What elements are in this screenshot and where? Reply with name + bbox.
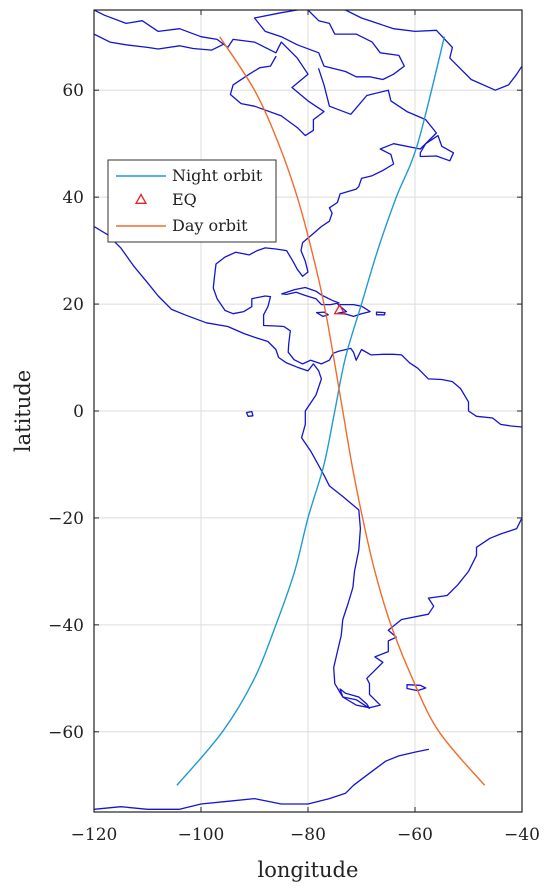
y-tick-label: −40 [48,616,84,636]
night-orbit-line [176,36,446,786]
y-axis-label: latitude [11,370,35,452]
legend-label-eq: EQ [172,190,197,209]
legend: Night orbit EQ Day orbit [107,159,277,243]
coastline-segment [212,68,522,428]
x-tick-label: −60 [397,825,433,845]
coastline-segment [94,748,430,810]
coastline-segment [337,303,371,318]
coastline-segment [245,410,254,417]
coastline-segment [315,311,329,318]
coastline-segment [344,10,522,91]
coastline-segment [253,10,405,81]
eq-marker [333,303,346,315]
coastline-segment [94,33,224,51]
coastline-segment [94,225,522,709]
orbit-layer [176,36,486,786]
day-orbit-line [219,36,486,786]
x-axis-label: longitude [258,858,359,882]
coastline-segment [281,286,340,306]
grid-layer [93,10,523,812]
y-tick-label: 40 [62,188,84,208]
x-tick-label: −80 [290,825,326,845]
legend-label-day-orbit: Day orbit [172,216,248,235]
y-tick-label: −20 [48,509,84,529]
legend-label-night-orbit: Night orbit [172,166,263,185]
tick-layer: −120 −100 −80 −60 −40 −60 −40 −20 0 20 40 60 [48,10,540,845]
legend-swatch-eq [134,193,148,204]
coastline-segment [406,684,427,692]
y-tick-label: 20 [62,295,84,315]
coastline-segment [94,10,325,137]
y-tick-label: −60 [48,723,84,743]
coastline-segment [375,311,386,316]
legend-box [107,159,277,243]
coastline-segment [339,688,371,709]
y-tick-label: 60 [62,81,84,101]
y-tick-label: 0 [73,402,84,422]
x-tick-label: −120 [71,825,118,845]
x-tick-label: −100 [178,825,225,845]
coastline-segment [419,134,455,162]
coastline-layer [94,10,522,810]
x-tick-label: −40 [504,825,540,845]
